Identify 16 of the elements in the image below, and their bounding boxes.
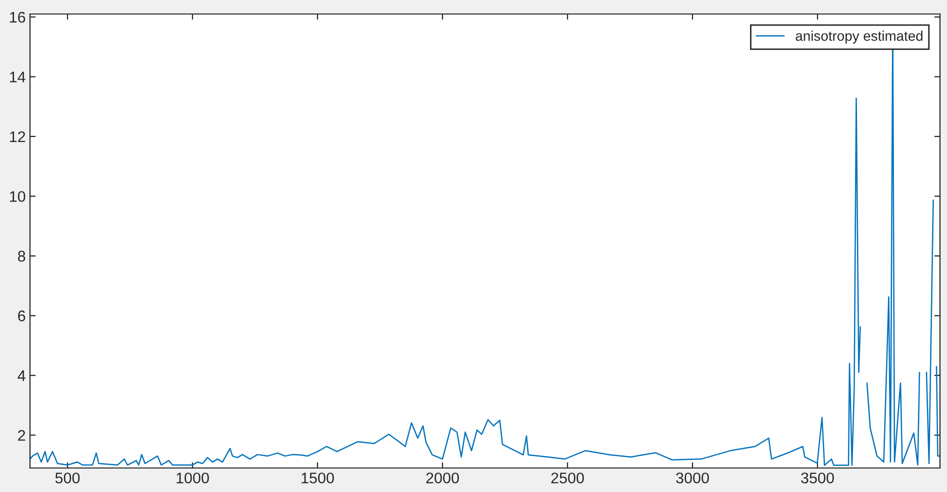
y-tick-label: 2 <box>18 430 26 441</box>
x-tick-label: 3000 <box>676 472 709 484</box>
y-tick-label: 16 <box>10 12 26 23</box>
y-tick-label: 10 <box>10 191 26 202</box>
x-tick-label: 2500 <box>551 472 584 484</box>
y-tick-label: 8 <box>18 250 26 262</box>
legend-label: anisotropy estimated <box>796 30 922 44</box>
y-tick-label: 14 <box>10 72 26 82</box>
x-tick-label: 1000 <box>176 472 209 484</box>
x-tick-label: 3500 <box>801 472 834 484</box>
x-tick-label: 500 <box>55 472 80 484</box>
y-tick-label: 4 <box>18 370 26 381</box>
y-tick-label: 12 <box>10 131 26 142</box>
y-tick-label: 6 <box>18 310 26 322</box>
x-tick-label: 1500 <box>302 472 334 484</box>
x-tick-label: 2000 <box>426 472 459 484</box>
